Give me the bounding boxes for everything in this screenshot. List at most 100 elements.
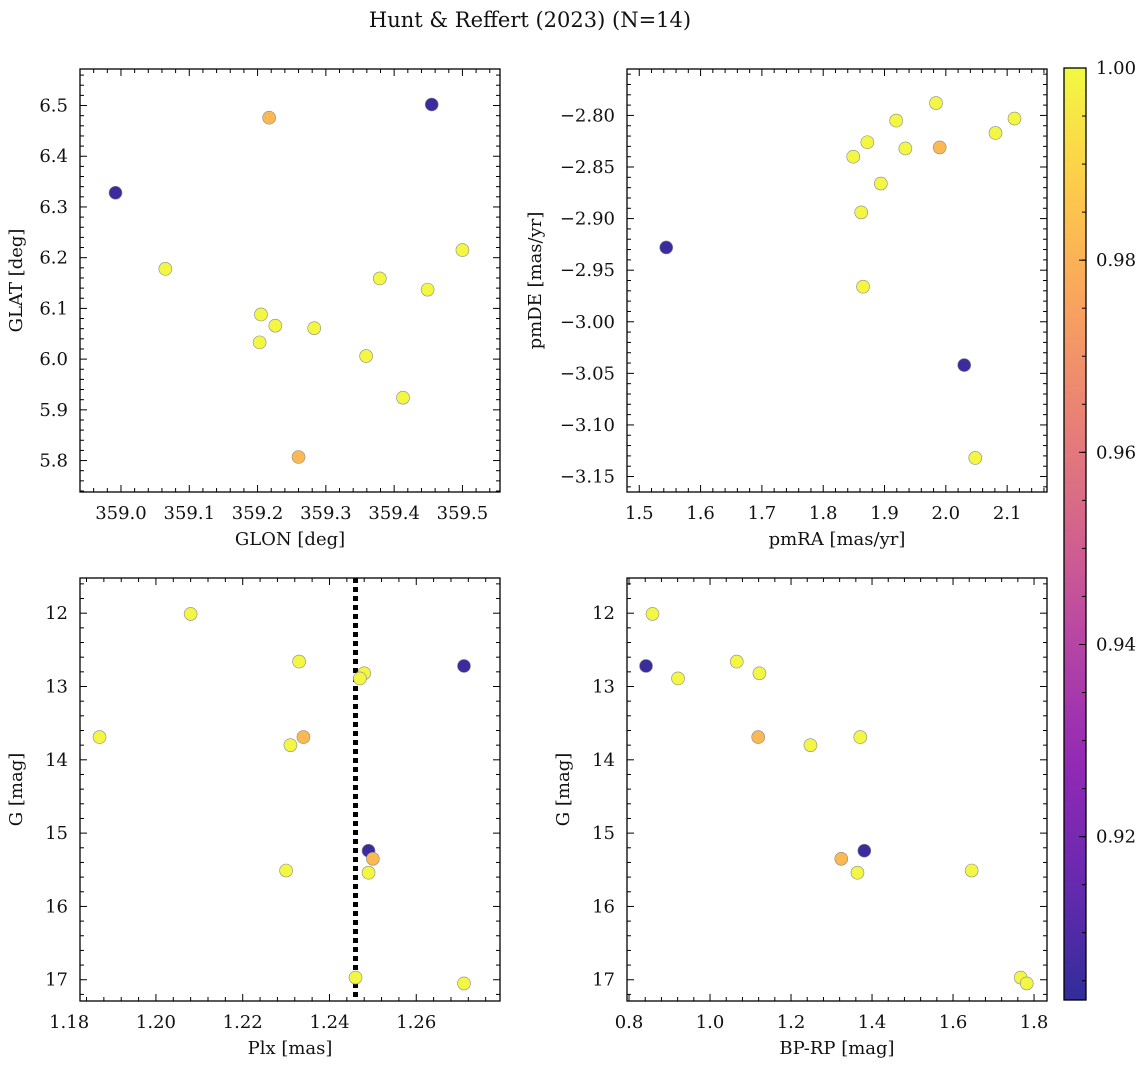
y-axis-label: G [mag] [6, 753, 27, 826]
x-tick-label: 1.4 [858, 1012, 887, 1033]
x-tick-label: 1.5 [625, 503, 654, 524]
y-tick-label: 15 [45, 823, 68, 844]
scatter-point [268, 318, 283, 333]
scatter-point [639, 659, 653, 673]
x-axis-label: Plx [mas] [248, 1038, 333, 1059]
scatter-point [348, 970, 363, 985]
x-tick-label: 1.26 [396, 1012, 436, 1033]
scatter-point [752, 666, 767, 681]
scatter-point [183, 607, 198, 621]
x-tick-label: 1.8 [809, 503, 838, 524]
x-axis-label: BP-RP [mag] [779, 1038, 894, 1059]
y-tick-label: 14 [592, 750, 615, 771]
x-tick-label: 1.7 [748, 503, 777, 524]
y-tick-label: 6.5 [39, 96, 68, 117]
scatter-point [457, 659, 471, 673]
scatter-point [353, 671, 367, 686]
y-axis-label: G [mag] [553, 753, 574, 826]
y-tick-label: −2.85 [560, 157, 615, 178]
scatter-point [988, 126, 1003, 140]
scatter-point [729, 654, 744, 669]
y-tick-label: 6.3 [39, 197, 68, 218]
scatter-point [957, 358, 972, 372]
scatter-point [968, 451, 983, 465]
x-tick-label: 359.1 [164, 503, 216, 524]
scatter-point [420, 282, 435, 297]
scatter-point [803, 738, 818, 752]
scatter-point [396, 390, 410, 405]
y-tick-label: −3.00 [560, 312, 615, 333]
scatter-point [359, 349, 373, 363]
y-axis-label: GLAT [deg] [6, 229, 27, 333]
x-axis-label: GLON [deg] [235, 529, 345, 550]
scatter-point [457, 976, 471, 991]
y-tick-label: 13 [45, 676, 68, 697]
colorbar-tick-label: 1.00 [1096, 58, 1136, 79]
scatter-point [1019, 976, 1034, 991]
scatter-point [898, 141, 913, 156]
scatter-point [373, 271, 387, 286]
scatter-point [671, 671, 685, 686]
x-tick-label: 1.0 [696, 1012, 725, 1033]
x-tick-label: 359.4 [368, 503, 420, 524]
y-tick-label: 6.0 [39, 349, 68, 370]
scatter-point [834, 851, 849, 866]
scatter-point [252, 335, 267, 350]
scatter-point [262, 110, 276, 125]
y-tick-label: 12 [592, 603, 615, 624]
scatter-point [108, 185, 123, 200]
scatter-point [659, 240, 674, 255]
colorbar: 0.92 0.94 0.96 0.98 1.00 [1063, 58, 1136, 1001]
panel-pmra-pmde: 1.5 1.6 1.7 1.8 1.9 2.0 2.1 −3.15 −3.10 −3.05 −3.0… [525, 68, 1048, 550]
y-tick-label: 6.1 [39, 298, 68, 319]
axes-frame [79, 68, 501, 493]
colorbar-gradient [1064, 68, 1086, 1000]
figure-title: Hunt & Reffert (2023) (N=14) [369, 8, 691, 32]
x-tick-label: 0.8 [615, 1012, 644, 1033]
x-tick-label: 359.2 [232, 503, 284, 524]
panel-plx-g: 1.18 1.20 1.22 1.24 1.26 12 13 14 15 16 17 Plx [mas… [6, 577, 501, 1059]
x-tick-label: 359.3 [300, 503, 352, 524]
scatter-point [964, 863, 979, 878]
y-tick-label: 6.4 [39, 146, 68, 167]
y-tick-label: −3.10 [560, 415, 615, 436]
y-tick-label: −3.05 [560, 363, 615, 384]
y-tick-label: 14 [45, 750, 68, 771]
scatter-point [291, 450, 306, 464]
y-tick-label: −2.95 [560, 260, 615, 281]
y-tick-label: 6.2 [39, 248, 68, 269]
scatter-point [366, 851, 380, 866]
y-tick-label: 5.9 [39, 400, 68, 421]
scatter-point [857, 843, 872, 858]
y-tick-label: 15 [592, 823, 615, 844]
y-tick-label: 13 [592, 676, 615, 697]
scatter-point [92, 730, 107, 744]
x-tick-label: 1.18 [49, 1012, 89, 1033]
x-tick-label: 1.22 [223, 1012, 263, 1033]
scatter-point [889, 113, 903, 128]
scatter-point [850, 865, 865, 880]
scatter-point [296, 730, 311, 744]
scatter-point [853, 730, 868, 744]
colorbar-tick-label: 0.96 [1096, 442, 1136, 463]
scatter-point [932, 140, 947, 155]
scatter-point [455, 243, 470, 257]
x-tick-label: 1.24 [309, 1012, 349, 1033]
scatter-point [854, 205, 869, 220]
y-tick-label: 17 [592, 970, 615, 991]
y-tick-label: 12 [45, 603, 68, 624]
x-tick-label: 2.1 [993, 503, 1022, 524]
x-tick-label: 1.6 [686, 503, 715, 524]
y-tick-label: −2.90 [560, 209, 615, 230]
scatter-point [424, 97, 439, 112]
x-tick-label: 1.2 [777, 1012, 806, 1033]
panel-glon-glat: 359.0 359.1 359.2 359.3 359.4 359.5 5.8 5.9 6.0 6… [6, 68, 501, 550]
x-tick-label: 1.6 [939, 1012, 968, 1033]
scatter-point [158, 262, 173, 276]
y-tick-label: 5.8 [39, 451, 68, 472]
x-tick-label: 1.20 [136, 1012, 176, 1033]
scatter-point [929, 96, 943, 110]
scatter-point [856, 279, 870, 294]
